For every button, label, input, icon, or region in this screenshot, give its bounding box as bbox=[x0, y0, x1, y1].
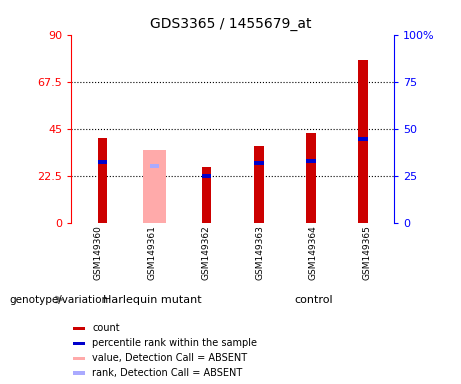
Text: GSM149363: GSM149363 bbox=[255, 225, 264, 280]
Text: GSM149364: GSM149364 bbox=[309, 225, 318, 280]
Bar bbox=[202, 174, 212, 177]
Bar bbox=[98, 160, 107, 164]
Text: rank, Detection Call = ABSENT: rank, Detection Call = ABSENT bbox=[92, 368, 242, 378]
Text: GDS3365 / 1455679_at: GDS3365 / 1455679_at bbox=[150, 17, 311, 31]
Text: count: count bbox=[92, 323, 120, 333]
Text: GSM149362: GSM149362 bbox=[201, 225, 210, 280]
Text: Harlequin mutant: Harlequin mutant bbox=[103, 295, 201, 305]
Text: control: control bbox=[294, 295, 333, 305]
Bar bbox=[254, 161, 264, 165]
Text: genotype/variation: genotype/variation bbox=[9, 295, 108, 305]
Bar bbox=[73, 356, 85, 360]
Bar bbox=[306, 133, 316, 223]
Bar bbox=[73, 371, 85, 375]
Bar bbox=[150, 164, 160, 168]
Bar bbox=[143, 149, 166, 223]
Text: percentile rank within the sample: percentile rank within the sample bbox=[92, 338, 257, 348]
Bar bbox=[202, 167, 212, 223]
Text: GSM149365: GSM149365 bbox=[363, 225, 372, 280]
Bar bbox=[98, 138, 107, 223]
Text: GSM149360: GSM149360 bbox=[94, 225, 103, 280]
Text: value, Detection Call = ABSENT: value, Detection Call = ABSENT bbox=[92, 353, 248, 363]
Bar bbox=[254, 146, 264, 223]
Bar bbox=[73, 327, 85, 330]
Text: GSM149361: GSM149361 bbox=[148, 225, 157, 280]
Bar bbox=[73, 342, 85, 345]
Bar bbox=[358, 60, 367, 223]
Bar bbox=[358, 137, 367, 141]
Bar bbox=[306, 159, 316, 163]
